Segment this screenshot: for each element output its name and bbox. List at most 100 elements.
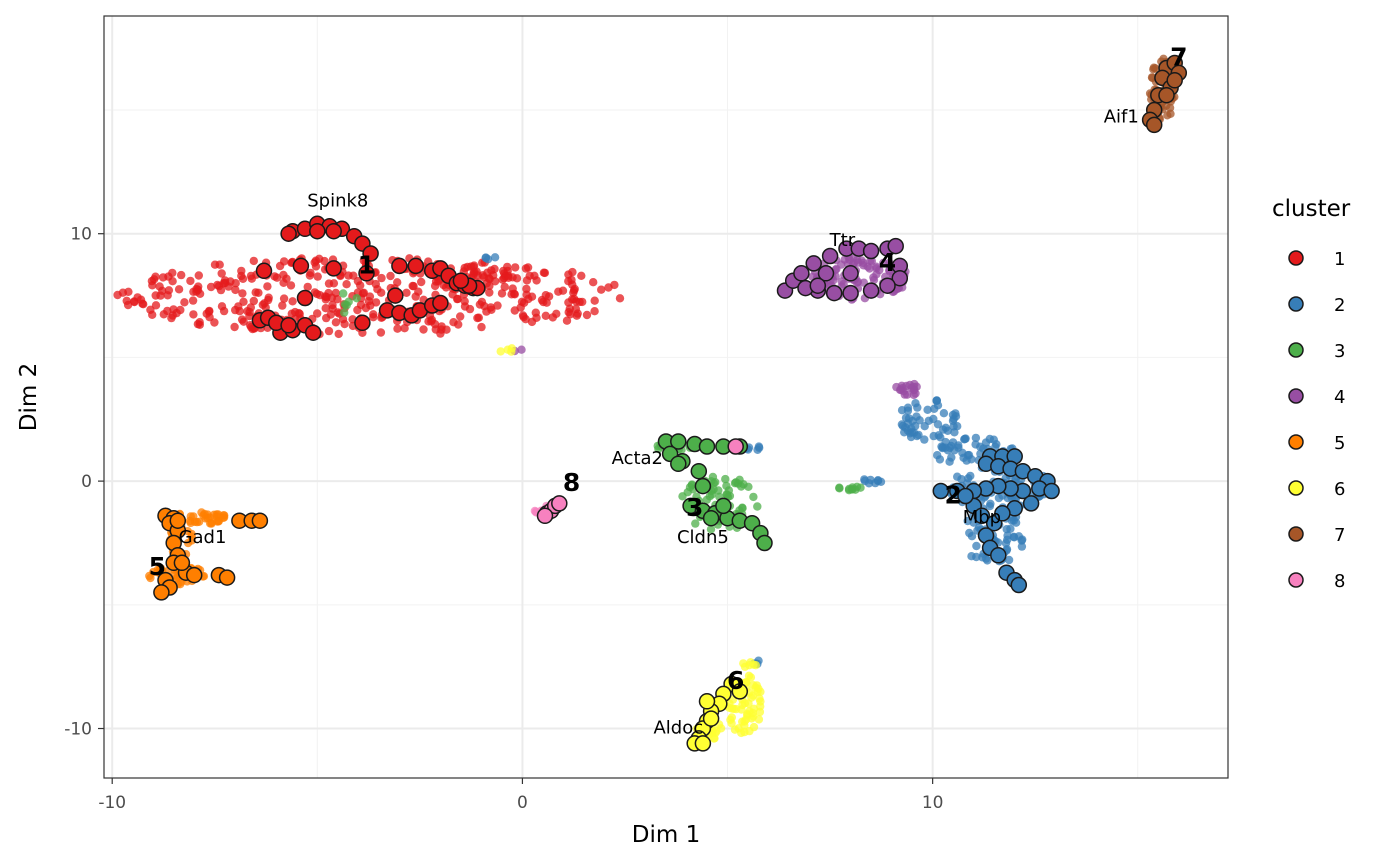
cluster-2-point — [915, 416, 924, 425]
cluster-6-point — [746, 658, 755, 667]
cluster-2-point — [932, 396, 941, 405]
cluster-4-point — [872, 264, 881, 273]
cluster-1-point — [469, 261, 479, 270]
cluster-4-point — [892, 382, 901, 392]
x-tick-label: 0 — [517, 793, 528, 813]
cluster-1-point — [159, 310, 168, 319]
cluster-1-point — [493, 301, 502, 310]
legend-label-5: 5 — [1334, 433, 1345, 454]
cluster-1-point — [237, 266, 246, 276]
cluster-3-highlight-point — [698, 438, 716, 455]
cluster-1-point — [328, 300, 337, 310]
cluster-1-point — [313, 309, 322, 318]
cluster-7-point — [1163, 111, 1172, 120]
cluster-2-highlight-point — [932, 482, 950, 500]
cluster-1-point — [327, 293, 337, 302]
cluster-2-highlight-point — [1022, 495, 1040, 512]
cluster-5-highlight-point — [169, 512, 187, 529]
cluster-2-point — [972, 552, 981, 562]
cluster-1-point — [215, 260, 224, 269]
cluster-3-point — [737, 482, 746, 491]
cluster-2-point — [1006, 524, 1015, 533]
cluster-1-point — [168, 277, 177, 286]
cluster-1-point — [568, 295, 577, 304]
cluster-1-point — [204, 307, 214, 316]
gene-label-cldn5: Cldn5 — [677, 527, 729, 548]
cluster-1-point — [448, 290, 457, 299]
cluster-5-point — [145, 571, 154, 581]
cluster-1-point — [571, 304, 581, 314]
cluster-2-point — [906, 432, 916, 442]
cluster-1-highlight-point — [325, 222, 342, 240]
cluster-4-highlight-point — [825, 284, 843, 302]
cluster-1-point — [214, 281, 224, 291]
cluster-1-highlight-point — [362, 245, 379, 262]
cluster-1-point — [217, 269, 226, 278]
cluster-1-point — [541, 291, 550, 300]
cluster-2-point — [971, 433, 981, 443]
cluster-2-point — [989, 435, 998, 444]
cluster-1-point — [427, 317, 436, 326]
cluster-1-point — [590, 307, 599, 316]
cluster-1-point — [238, 289, 247, 298]
x-tick-label: 10 — [922, 793, 944, 813]
cluster-5-highlight-point — [173, 554, 191, 572]
cluster-1-highlight-point — [452, 272, 470, 289]
cluster-2-point — [985, 502, 994, 511]
cluster-1-point — [504, 273, 513, 282]
legend-key-6 — [1288, 480, 1304, 496]
cluster-1-point — [158, 273, 168, 282]
cluster-1-point — [500, 282, 509, 292]
cluster-3-point — [691, 519, 700, 528]
cluster-1-point — [249, 296, 258, 306]
cluster-1-point — [485, 288, 494, 297]
cluster-1-point — [524, 294, 533, 304]
cluster-1-point — [542, 298, 551, 307]
cluster-1-point — [342, 280, 351, 289]
cluster-1-highlight-point — [280, 317, 297, 334]
x-axis-title: Dim 1 — [632, 822, 700, 848]
cluster-1-highlight-point — [432, 294, 449, 312]
cluster-1-point — [564, 277, 573, 286]
cluster-2-point — [753, 445, 762, 454]
cluster-6-point — [745, 726, 754, 736]
cluster-2-point — [933, 451, 942, 460]
cluster-6-point — [748, 708, 757, 718]
legend-key-1 — [1288, 250, 1304, 266]
gene-label-ttr: Ttr — [829, 230, 856, 251]
cluster-1-point — [193, 319, 203, 329]
cluster-1-point — [146, 305, 155, 314]
cluster-1-point — [231, 279, 240, 288]
cluster-1-point — [487, 266, 496, 275]
cluster-label-6: 6 — [727, 666, 744, 695]
y-tick-label: 10 — [70, 225, 92, 245]
cluster-1-point — [349, 271, 358, 280]
legend-label-2: 2 — [1334, 295, 1345, 316]
legend-key-5 — [1288, 434, 1304, 450]
cluster-1-highlight-point — [304, 324, 322, 341]
cluster-1-point — [246, 271, 256, 281]
cluster-1-point — [566, 310, 575, 319]
cluster-4-point — [859, 258, 868, 268]
cluster-1-point — [324, 326, 334, 336]
cluster-1-point — [239, 297, 248, 306]
cluster-1-point — [615, 294, 625, 303]
cluster-2-point — [950, 428, 959, 437]
cluster-2-point — [871, 478, 880, 488]
cluster-1-point — [414, 287, 423, 296]
cluster-3-point — [706, 525, 716, 534]
cluster-label-3: 3 — [686, 493, 703, 522]
cluster-1-highlight-point — [292, 257, 310, 275]
cluster-4-point — [869, 273, 878, 282]
cluster-1-point — [562, 316, 572, 325]
cluster-1-point — [366, 301, 375, 310]
cluster-1-point — [194, 271, 203, 280]
cluster-3-point — [835, 484, 844, 493]
cluster-1-point — [305, 271, 315, 280]
cluster-1-highlight-point — [391, 257, 408, 275]
cluster-1-point — [238, 274, 248, 283]
cluster-1-highlight-point — [255, 262, 273, 280]
cluster-1-highlight-point — [387, 287, 404, 304]
cluster-2-point — [943, 426, 952, 435]
